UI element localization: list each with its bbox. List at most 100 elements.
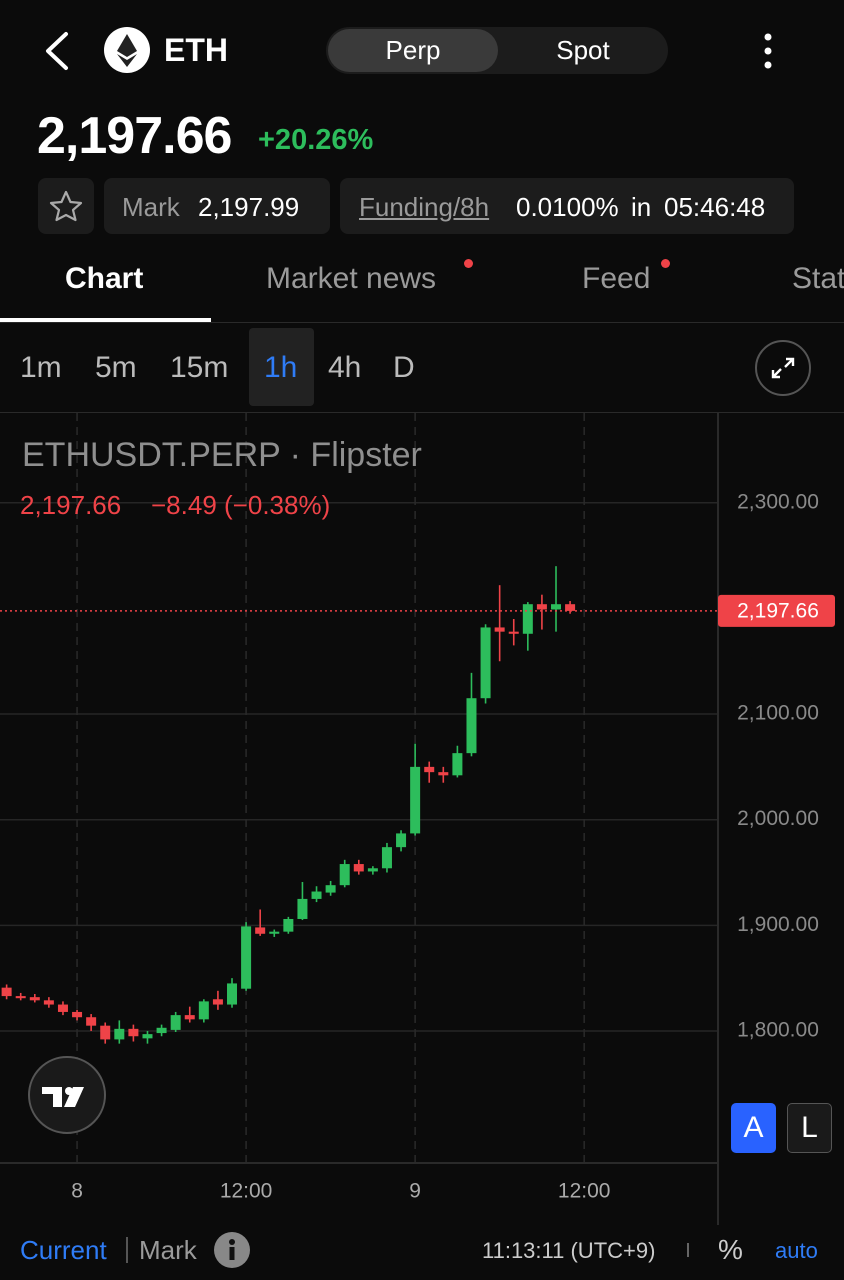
back-button[interactable] [38,28,78,74]
candle-body [1,987,12,997]
favorite-button[interactable] [38,178,94,234]
candle-body [114,1028,125,1040]
candle-body [424,766,435,773]
candle-body [57,1004,68,1012]
candle-body [269,931,280,934]
tradingview-logo[interactable] [26,1054,108,1136]
candle-body [15,996,26,999]
divider [0,412,844,413]
percent-toggle[interactable]: % [718,1234,743,1265]
legend-price: 2,197.66 [20,490,122,520]
mark-toggle[interactable]: Mark [139,1235,197,1265]
candle-body [170,1015,181,1030]
mark-price: 2,197.99 [198,192,300,222]
funding-in: in [631,192,652,222]
candle-body [43,1000,54,1005]
candle-body [156,1027,167,1034]
news-dot [464,259,473,268]
candle-body [227,983,238,1005]
last-price: 2,197.66 [37,107,232,165]
y-tick-label: 2,100.00 [737,702,819,725]
candle-body [255,927,266,934]
nav-tab[interactable]: Market news [266,262,437,295]
info-icon[interactable] [213,1231,251,1269]
x-tick-label: 12:00 [558,1180,611,1203]
candle-body [438,772,449,776]
auto-toggle[interactable]: auto [775,1238,818,1263]
eth-logo [104,27,150,73]
feed-dot [661,259,670,268]
timeframe[interactable]: 1m [20,351,62,384]
candle-body [536,604,547,610]
candle-body [241,926,252,989]
funding-rate: 0.0100% [516,192,619,222]
candle-body [410,766,421,834]
log-scale-button[interactable]: L [787,1103,832,1153]
x-tick-label: 8 [71,1180,83,1203]
funding-label[interactable]: Funding/8h [359,192,490,222]
timeframe-selected [249,328,314,406]
chart-title: ETHUSDT.PERP · Flipster [22,436,422,474]
funding-box [340,178,794,234]
legend-change: −8.49 (−0.38%) [151,490,331,520]
candle-body [297,898,308,919]
candle-body [381,847,392,869]
candle-body [480,627,491,699]
current-toggle[interactable]: Current [20,1235,107,1265]
timeframe[interactable]: D [393,351,415,384]
perp-tab[interactable]: Perp [328,29,498,72]
candle-body [184,1015,195,1020]
x-tick-label: 12:00 [220,1180,273,1203]
candle-body [212,999,223,1005]
mark-box [104,178,330,234]
candle-body [128,1028,139,1037]
symbol: ETH [164,32,228,68]
candle-body [198,1001,209,1020]
nav-tab[interactable]: Chart [65,262,144,295]
candle-body [29,997,40,1001]
y-tick-label: 1,900.00 [737,913,819,936]
candle-body [494,627,505,632]
candle-body [72,1011,83,1018]
candle-body [452,753,463,776]
fullscreen-button[interactable] [754,339,812,397]
nav-tab[interactable]: Stats [792,262,844,295]
candle-body [367,868,378,872]
spot-tab[interactable]: Spot [556,35,610,65]
last-price-label: 2,197.66 [737,599,819,622]
candle-body [565,604,576,611]
timeframe[interactable]: 1h [264,351,298,384]
y-tick-label: 2,000.00 [737,807,819,830]
timeframe[interactable]: 5m [95,351,137,384]
auto-scale-button[interactable]: A [731,1103,776,1153]
candle-body [325,885,336,893]
funding-countdown: 05:46:48 [664,192,766,222]
timeframe[interactable]: 4h [328,351,362,384]
mark-label: Mark [122,192,180,222]
star-icon [49,190,83,222]
candle-body [283,918,294,932]
divider [0,322,844,323]
candle-body [339,864,350,886]
candle-body [100,1025,111,1040]
y-tick-label: 2,300.00 [737,490,819,513]
y-tick-label: 1,800.00 [737,1019,819,1042]
candle-body [142,1034,153,1039]
tab-indicator [0,318,211,322]
timeframe[interactable]: 15m [170,351,229,384]
separator [126,1237,128,1263]
clock: 11:13:11 (UTC+9) [482,1238,656,1263]
candle-body [508,631,519,634]
candle-body [86,1017,97,1026]
more-menu[interactable] [758,32,778,72]
candle-body [551,604,562,610]
price-change: +20.26% [258,124,374,156]
candle-body [466,698,477,754]
candle-body [396,833,407,848]
candle-body [522,604,533,634]
nav-tab[interactable]: Feed [582,262,651,295]
separator [687,1243,689,1257]
last-price-box [718,594,835,627]
candle-body [353,864,364,872]
